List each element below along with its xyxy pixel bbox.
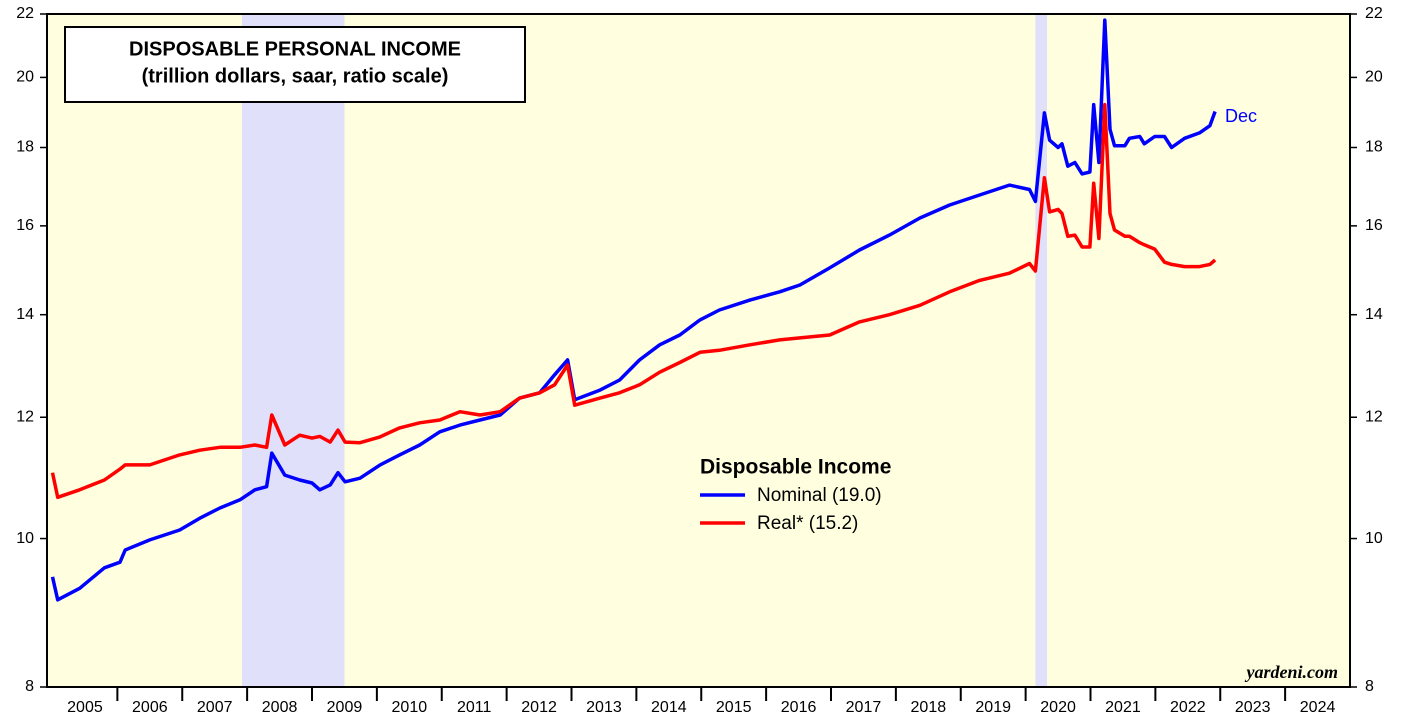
- annotation: Dec: [1225, 106, 1257, 126]
- x-tick-label: 2013: [586, 699, 622, 716]
- recession-band: [241, 14, 345, 687]
- x-tick-label: 2011: [457, 699, 492, 716]
- x-tick-label: 2014: [651, 699, 687, 716]
- y-tick-label-right: 12: [1365, 408, 1383, 425]
- chart-title: DISPOSABLE PERSONAL INCOME: [129, 38, 461, 60]
- y-tick-label: 8: [25, 678, 34, 695]
- y-tick-label-right: 8: [1365, 678, 1374, 695]
- y-tick-label: 10: [16, 530, 34, 547]
- y-tick-label-right: 14: [1365, 306, 1383, 323]
- x-tick-label: 2016: [781, 699, 817, 716]
- legend-label: Real* (15.2): [757, 513, 858, 534]
- source: yardeni.com: [1245, 662, 1339, 682]
- chart-subtitle: (trillion dollars, saar, ratio scale): [142, 65, 449, 87]
- x-tick-label: 2018: [911, 699, 947, 716]
- x-tick-label: 2024: [1300, 699, 1336, 716]
- series-line: [50, 102, 1217, 500]
- y-tick-label: 16: [16, 217, 34, 234]
- x-tick-label: 2017: [846, 699, 882, 716]
- y-tick-label-right: 10: [1365, 530, 1383, 547]
- x-tick-label: 2006: [132, 699, 168, 716]
- title-box: [64, 26, 526, 103]
- series-line: [50, 18, 1217, 602]
- x-tick-label: 2010: [392, 699, 428, 716]
- plot-frame: [46, 13, 1351, 688]
- x-tick-label: 2008: [262, 699, 298, 716]
- x-tick-label: 2012: [521, 699, 557, 716]
- y-tick-label-right: 22: [1365, 5, 1383, 22]
- y-tick-label: 14: [16, 306, 34, 323]
- y-tick-label-right: 16: [1365, 217, 1383, 234]
- x-tick-label: 2021: [1105, 699, 1141, 716]
- y-tick-label: 12: [16, 408, 34, 425]
- y-tick-label: 18: [16, 139, 34, 156]
- recession-band: [1035, 14, 1048, 687]
- y-tick-label: 20: [16, 69, 34, 86]
- x-tick-label: 2022: [1170, 699, 1206, 716]
- legend-title: Disposable Income: [700, 456, 891, 479]
- y-tick-label: 22: [16, 5, 34, 22]
- x-tick-label: 2007: [197, 699, 233, 716]
- x-tick-label: 2005: [67, 699, 103, 716]
- x-tick-label: 2015: [716, 699, 752, 716]
- y-tick-label-right: 20: [1365, 69, 1383, 86]
- x-tick-label: 2020: [1040, 699, 1076, 716]
- x-tick-label: 2019: [975, 699, 1011, 716]
- x-tick-label: 2023: [1235, 699, 1271, 716]
- y-tick-label-right: 18: [1365, 139, 1383, 156]
- legend-label: Nominal (19.0): [757, 485, 882, 506]
- x-tick-label: 2009: [327, 699, 363, 716]
